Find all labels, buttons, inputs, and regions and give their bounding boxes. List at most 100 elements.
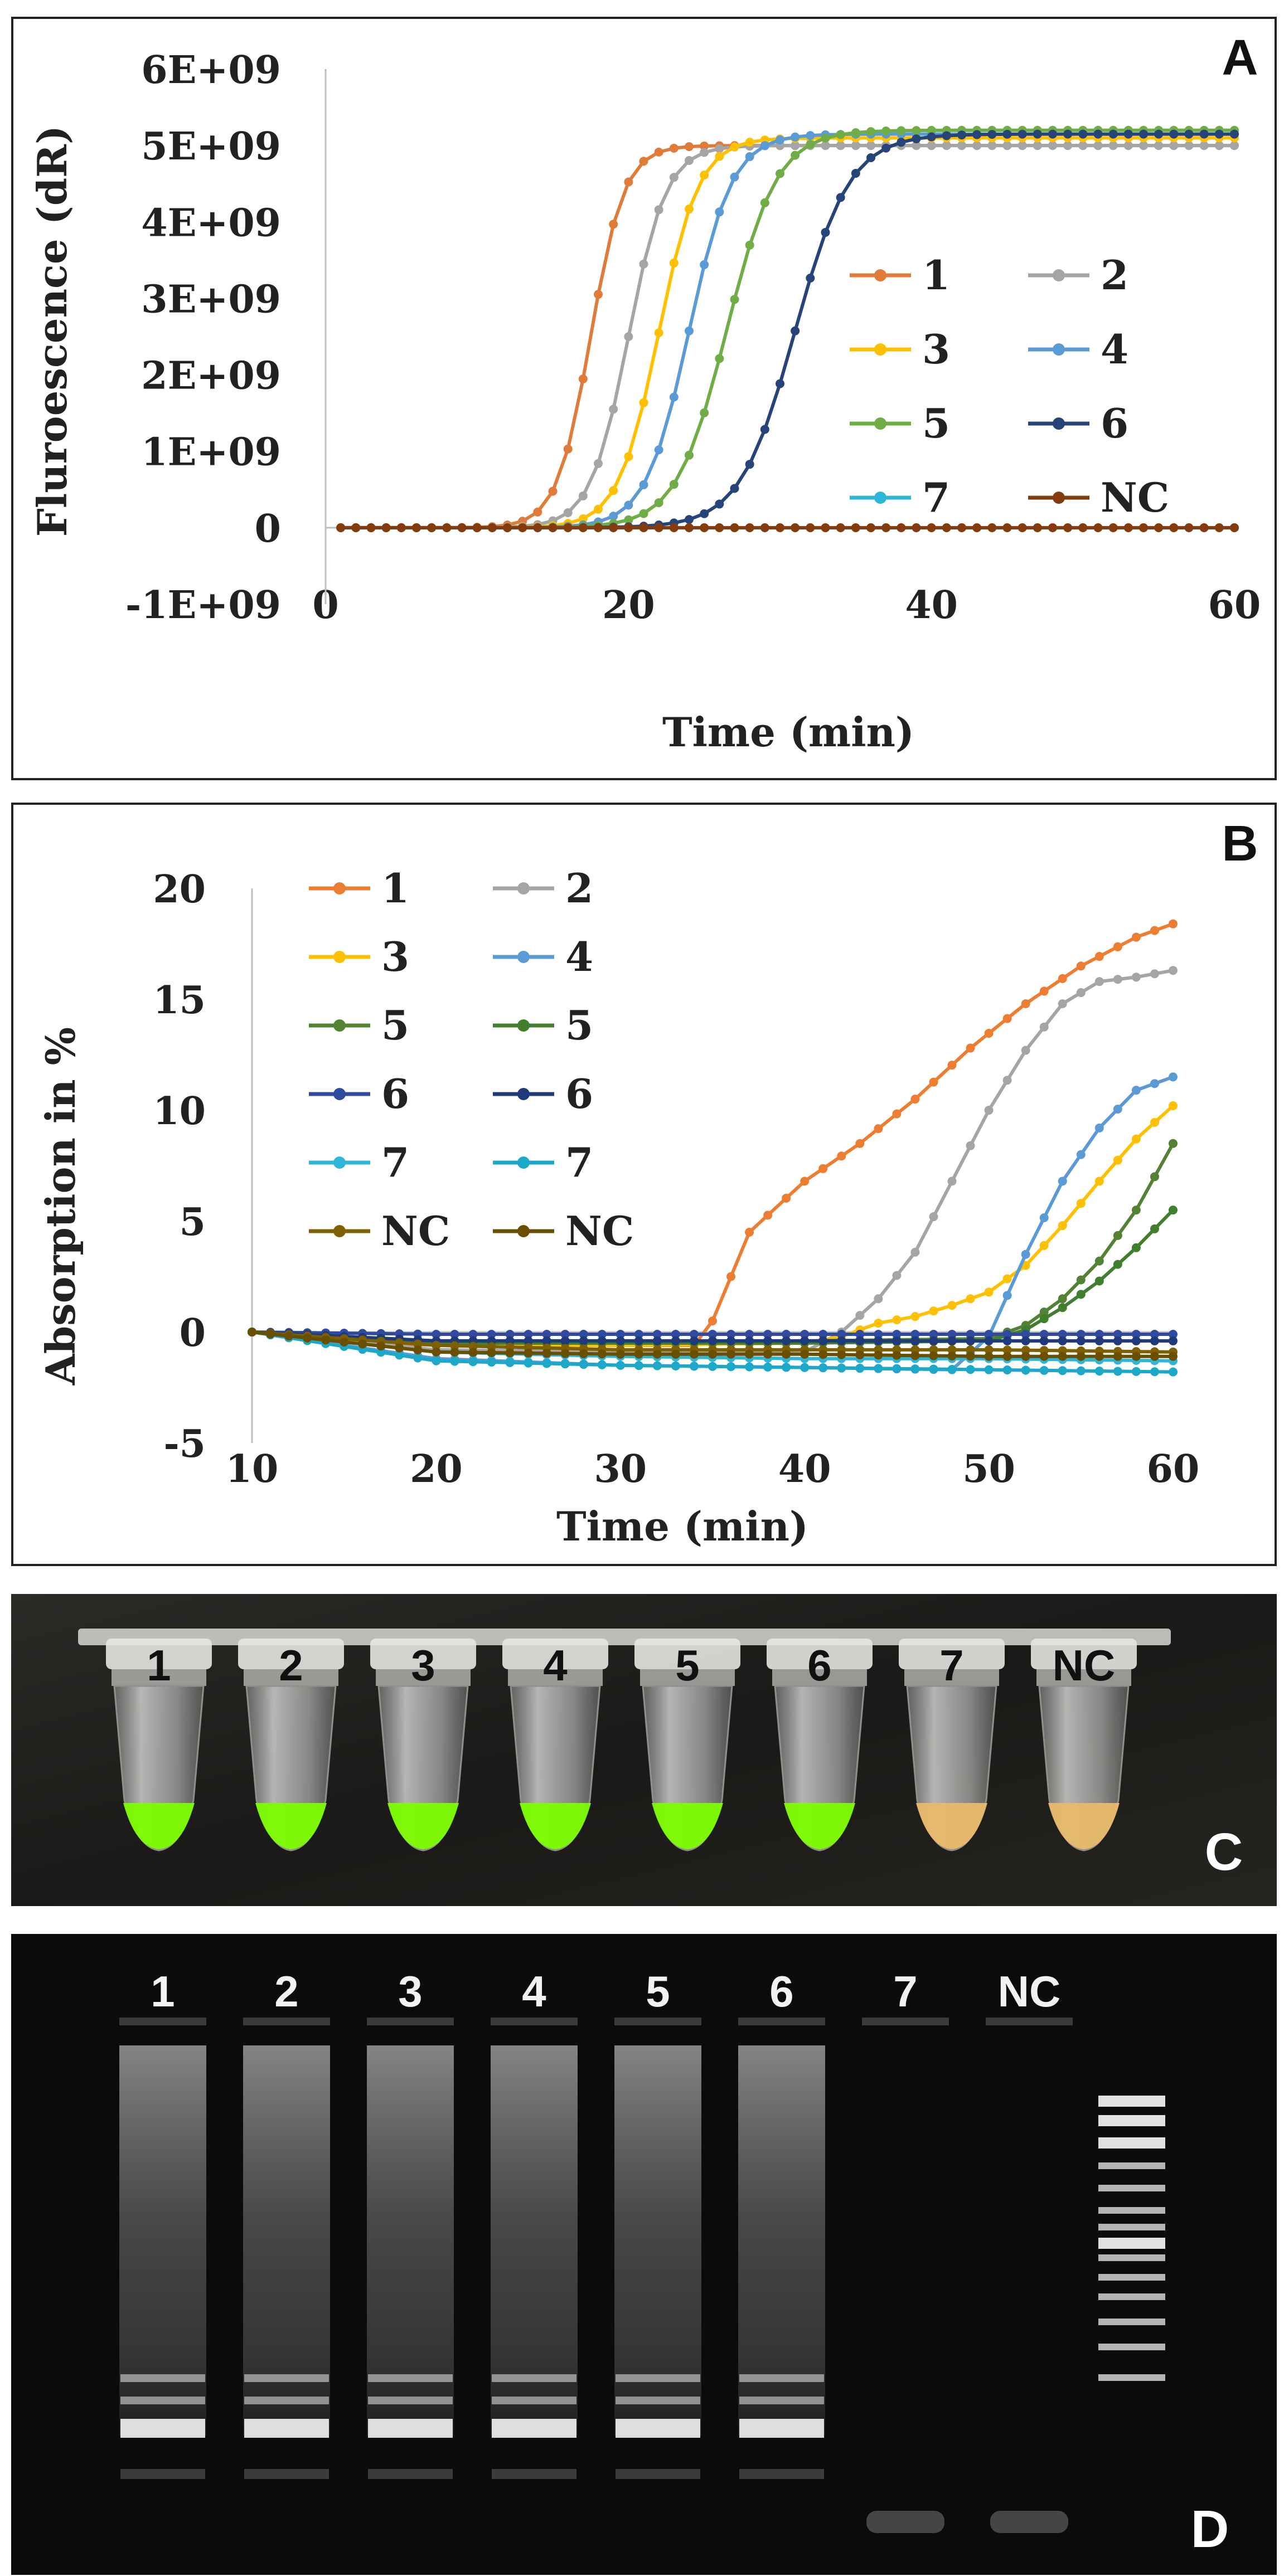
data-point [579, 523, 588, 532]
data-point [624, 523, 633, 532]
data-point [1139, 141, 1148, 150]
data-point [1078, 523, 1087, 532]
data-point [506, 1358, 515, 1367]
data-point [1048, 141, 1057, 150]
data-point [1058, 974, 1067, 983]
data-point [594, 523, 603, 532]
tube-label: NC [1053, 1641, 1116, 1690]
y-tick-label: 1E+09 [141, 430, 281, 475]
lane-band [368, 2419, 453, 2438]
data-point [1113, 1156, 1122, 1165]
lane-band [368, 2397, 453, 2404]
data-point [897, 138, 905, 147]
data-point [987, 130, 996, 139]
data-point [985, 1352, 994, 1361]
data-point [1215, 130, 1224, 139]
data-point [594, 290, 603, 299]
tube-label: 5 [675, 1641, 699, 1690]
data-point [639, 260, 648, 269]
data-point [321, 1335, 330, 1344]
data-point [1150, 1079, 1159, 1088]
data-point [358, 1339, 367, 1348]
data-point [690, 1336, 699, 1345]
data-point [655, 445, 663, 454]
data-point [874, 1319, 883, 1328]
legend-item: 6 [493, 1070, 593, 1117]
data-point [1058, 1221, 1067, 1230]
data-point [1058, 1303, 1067, 1312]
data-point [966, 1352, 975, 1360]
data-point [1078, 141, 1087, 150]
data-point [1150, 1336, 1159, 1345]
x-tick-label: 20 [410, 1447, 463, 1491]
data-point [1033, 130, 1042, 139]
data-point [1185, 523, 1194, 532]
ladder-band [1098, 2185, 1165, 2191]
data-point [700, 171, 709, 179]
data-point [1154, 523, 1163, 532]
lane-band [492, 2469, 576, 2479]
data-point [948, 1365, 957, 1374]
data-point [800, 1363, 809, 1372]
data-point [1003, 130, 1012, 139]
data-point [881, 144, 890, 153]
lane-label: 1 [151, 1967, 175, 2016]
data-point [1021, 1046, 1030, 1055]
legend-label: 4 [565, 933, 593, 980]
data-point [760, 198, 769, 207]
data-point [715, 523, 724, 532]
x-tick-labels: 0 20 40 60 [312, 583, 1261, 628]
data-point [715, 207, 724, 216]
lane-band [120, 2419, 205, 2438]
data-point [1109, 130, 1118, 139]
data-point [966, 1141, 975, 1150]
data-point [929, 1078, 938, 1087]
data-point [948, 1061, 957, 1070]
gel-svg: 1 2 3 4 5 6 7 NC D [11, 1934, 1277, 2575]
data-point [1058, 1177, 1067, 1185]
data-point [874, 1124, 883, 1133]
data-point [432, 1348, 440, 1357]
data-point [1113, 1336, 1122, 1345]
data-point [685, 205, 694, 213]
data-point [1154, 141, 1163, 150]
data-point [1132, 933, 1141, 942]
data-point [1113, 1367, 1122, 1376]
chart-b-svg: B Absorption in % Time (min) -505101520 … [13, 805, 1275, 1564]
data-point [1077, 1150, 1086, 1159]
data-point [564, 445, 573, 454]
ladder-band [1098, 2207, 1165, 2214]
lane-label: 6 [769, 1967, 793, 2016]
data-point [892, 1364, 901, 1373]
legend-label: 1 [922, 251, 950, 299]
legend-marker [333, 1019, 346, 1032]
data-point [1003, 1291, 1012, 1300]
lane-well [986, 2018, 1073, 2025]
legend-marker [874, 343, 886, 356]
lane-band [616, 2397, 700, 2404]
lane-band [120, 2374, 205, 2382]
data-point [927, 133, 936, 142]
legend-marker [874, 269, 886, 281]
data-point [745, 523, 754, 532]
legend-label: 2 [565, 864, 593, 912]
data-point [892, 1110, 901, 1119]
data-point [488, 523, 497, 532]
data-point [1040, 1241, 1049, 1250]
x-axis-label: Time (min) [662, 708, 914, 756]
lane-band [244, 2397, 329, 2404]
legend-item: 2 [493, 864, 593, 912]
legend: 1 23 45 56 67 7NC NC [309, 864, 634, 1255]
data-point [1230, 141, 1239, 150]
ladder-band [1098, 2115, 1165, 2126]
series-line [252, 924, 1173, 1345]
data-point [542, 1359, 551, 1368]
data-point [892, 1315, 901, 1324]
data-point [782, 1363, 791, 1372]
data-point [763, 1211, 772, 1219]
data-point [670, 523, 679, 532]
data-point [1169, 1352, 1178, 1361]
data-point [892, 1336, 901, 1345]
data-point [616, 1336, 625, 1345]
data-point [745, 1228, 754, 1237]
